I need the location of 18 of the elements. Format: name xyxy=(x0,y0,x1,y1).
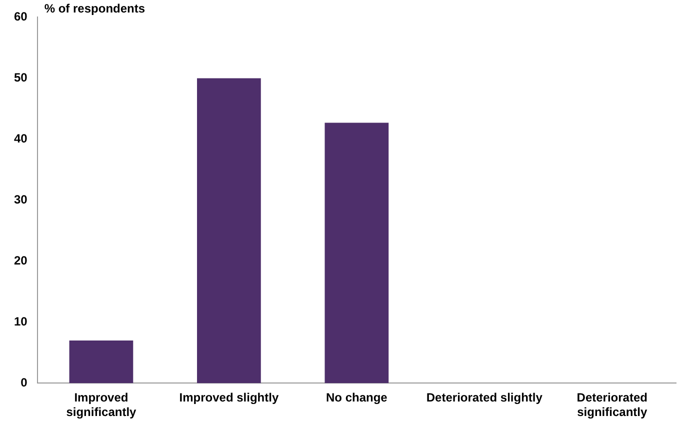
category-label: significantly xyxy=(66,405,136,420)
bar xyxy=(324,122,389,384)
category-label: Improved xyxy=(74,390,128,405)
y-tick-label: 0 xyxy=(20,376,28,390)
y-tick-label: 50 xyxy=(14,70,28,85)
x-tick-label: Improved slightly xyxy=(179,390,279,405)
y-tick-label: 40 xyxy=(14,132,28,146)
y-tick-label: 60 xyxy=(14,10,28,24)
y-axis-title: % of respondents xyxy=(44,2,146,16)
x-tick-label: Deteriorated slightly xyxy=(426,390,543,405)
category-label: Deteriorated xyxy=(576,390,648,405)
y-tick-label: 20 xyxy=(14,254,28,268)
y-tick-label: 30 xyxy=(14,192,28,207)
bar xyxy=(69,340,134,384)
category-label: significantly xyxy=(577,405,648,420)
x-tick-label: No change xyxy=(326,390,388,405)
y-tick-label: 10 xyxy=(14,314,28,329)
bar xyxy=(197,78,261,384)
